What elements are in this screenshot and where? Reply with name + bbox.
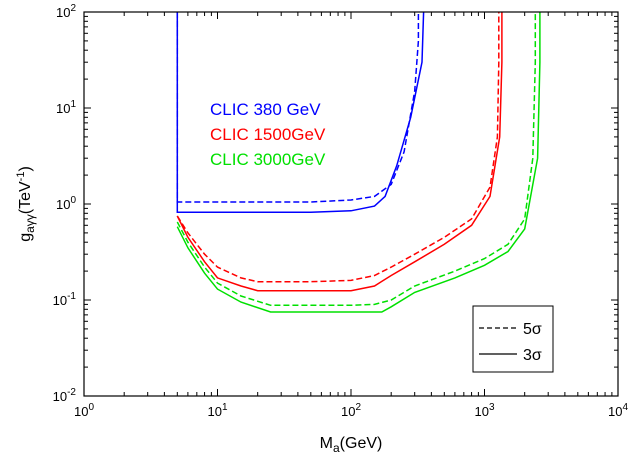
- series-clic3000-dashed: [176, 12, 537, 307]
- x-tick-label: 101: [207, 402, 227, 419]
- y-tick-label-exponent: -2: [67, 387, 76, 398]
- y-tick-label: 102: [56, 3, 76, 20]
- x-tick-label-exponent: 0: [88, 402, 94, 413]
- y-tick-label-exponent: 1: [70, 99, 76, 110]
- y-tick-label-mantissa: 10: [53, 293, 67, 308]
- x-tick-label-mantissa: 10: [207, 404, 221, 419]
- x-tick-label-mantissa: 10: [608, 404, 622, 419]
- x-axis-label-rest: (GeV): [340, 435, 383, 452]
- y-tick-label-exponent: -1: [67, 291, 76, 302]
- y-axis-label-main: g: [17, 233, 34, 242]
- series-clic1500-dashed: [176, 12, 500, 283]
- y-tick-label: 100: [56, 195, 76, 212]
- legend-label-3sigma-num: 3: [523, 347, 532, 364]
- x-tick-label-exponent: 3: [489, 402, 495, 413]
- x-tick-label-mantissa: 10: [341, 404, 355, 419]
- legend-label-5sigma-greek: σ: [532, 321, 542, 338]
- y-tick-label-exponent: 0: [70, 195, 76, 206]
- x-tick-label-mantissa: 10: [474, 404, 488, 419]
- x-tick-label-mantissa: 10: [74, 404, 88, 419]
- label-clic-3000: CLIC 3000GeV: [210, 150, 326, 169]
- series-clic380-dashed: [176, 12, 420, 203]
- tick-marks: [83, 12, 618, 397]
- x-axis-label-sub: a: [333, 441, 340, 455]
- series-clic1500-solid: [176, 12, 503, 292]
- y-tick-label-mantissa: 10: [56, 197, 70, 212]
- x-tick-label: 103: [474, 402, 494, 419]
- series-lines: [176, 11, 541, 313]
- y-tick-label: 101: [56, 99, 76, 116]
- x-tick-label-exponent: 2: [355, 402, 361, 413]
- y-tick-label-mantissa: 10: [56, 101, 70, 116]
- y-axis-label: gaγγ(TeV-1): [15, 166, 37, 242]
- y-tick-label-mantissa: 10: [53, 389, 67, 404]
- x-tick-label-exponent: 1: [222, 402, 228, 413]
- x-tick-label: 104: [608, 402, 628, 419]
- plot-frame: [83, 11, 619, 397]
- x-tick-label: 102: [341, 402, 361, 419]
- series-clic3000-solid: [176, 12, 541, 313]
- y-tick-label-exponent: 2: [70, 3, 76, 14]
- y-tick-label: 10-2: [53, 387, 77, 404]
- legend-label-5sigma: 5σ: [523, 321, 542, 338]
- legend-label-5sigma-num: 5: [523, 321, 532, 338]
- series-labels: CLIC 380 GeV CLIC 1500GeV CLIC 3000GeV: [210, 100, 326, 169]
- legend-label-3sigma: 3σ: [523, 347, 542, 364]
- y-tick-label: 10-1: [53, 291, 77, 308]
- x-axis-label-main: M: [320, 435, 333, 452]
- y-axis-label-sub: aγγ: [23, 214, 37, 233]
- x-axis-label: Ma(GeV): [320, 435, 383, 455]
- label-clic-380: CLIC 380 GeV: [210, 100, 321, 119]
- x-tick-label: 100: [74, 402, 94, 419]
- legend-label-3sigma-greek: σ: [532, 347, 542, 364]
- legend-box: [472, 305, 554, 373]
- x-tick-label-exponent: 4: [622, 402, 628, 413]
- label-clic-1500: CLIC 1500GeV: [210, 125, 326, 144]
- legend: 5σ 3σ: [472, 305, 554, 373]
- y-axis-label-sup: -1: [15, 172, 27, 182]
- y-axis-label-rest: (TeV: [17, 181, 34, 214]
- series-clic380-solid: [176, 11, 425, 214]
- y-tick-label-mantissa: 10: [56, 5, 70, 20]
- y-axis-label-close: ): [17, 166, 34, 171]
